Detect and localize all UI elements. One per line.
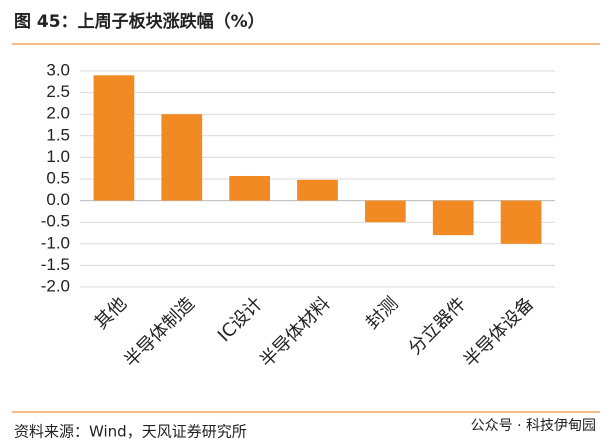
watermark: 公众号 · 科技伊甸园: [471, 418, 596, 434]
bar: [229, 175, 270, 201]
bar: [432, 200, 474, 236]
x-tick-label: 半导体材料: [256, 293, 334, 371]
x-tick-label: 其他: [91, 293, 131, 333]
y-tick-label: 2.5: [46, 82, 70, 101]
y-tick-label: 1.0: [46, 147, 70, 166]
x-tick-label: 半导体设备: [460, 293, 538, 371]
bar: [500, 200, 542, 244]
y-tick-label: -1.0: [41, 233, 70, 252]
source: 资料来源：Wind，天风证券研究所: [14, 423, 247, 441]
x-tick-label: IC设计: [214, 293, 267, 346]
y-tick-label: -0.5: [41, 212, 70, 231]
y-tick-label: 1.5: [46, 125, 70, 144]
y-tick-label: 0.0: [46, 190, 70, 209]
bar: [161, 114, 203, 201]
x-tick-label: 封测: [362, 293, 402, 333]
x-tick-label: 半导体制造: [120, 293, 198, 371]
y-tick-label: 0.5: [46, 168, 70, 187]
y-tick-label: -2.0: [41, 276, 70, 295]
y-tick-label: 2.0: [46, 104, 70, 123]
chart-title: 图 45：上周子板块涨跌幅（%）: [14, 11, 265, 32]
y-tick-label: 3.0: [46, 60, 70, 79]
bar: [93, 75, 135, 201]
y-tick-label: -1.5: [41, 255, 70, 274]
bar: [365, 200, 406, 223]
bar: [297, 179, 338, 201]
x-tick-label: 分立器件: [405, 293, 471, 359]
